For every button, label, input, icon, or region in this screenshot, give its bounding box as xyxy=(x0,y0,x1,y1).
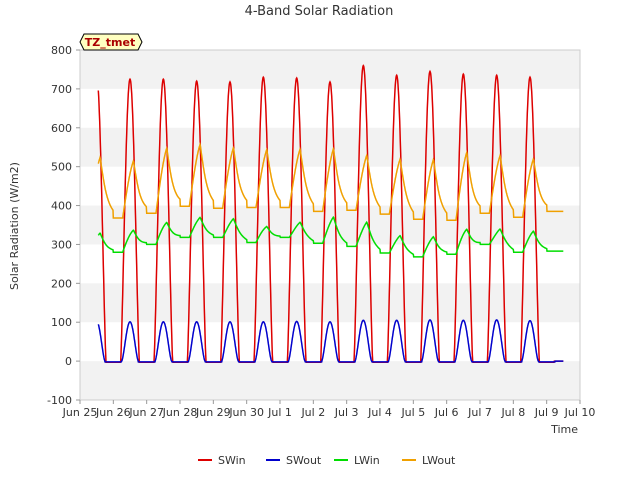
y-tick-label: 400 xyxy=(51,200,72,213)
x-tick-label: Jul 8 xyxy=(500,406,525,419)
x-tick-label: Jun 26 xyxy=(95,406,131,419)
x-tick-label: Jun 30 xyxy=(228,406,264,419)
y-tick-label: -100 xyxy=(47,394,72,407)
x-tick-label: Jun 28 xyxy=(162,406,198,419)
legend-label-lwout: LWout xyxy=(422,454,456,467)
x-tick-label: Jul 1 xyxy=(267,406,292,419)
legend: SWin SWout LWin LWout xyxy=(198,454,456,467)
x-tick-label: Jul 5 xyxy=(400,406,425,419)
series-line-lwin xyxy=(97,215,564,258)
y-tick-label: 100 xyxy=(51,316,72,329)
x-tick-label: Jul 4 xyxy=(367,406,392,419)
x-tick-label: Jul 6 xyxy=(434,406,459,419)
x-tick-label: Jul 2 xyxy=(300,406,325,419)
x-tick-label: Jun 25 xyxy=(62,406,98,419)
y-tick-label: 700 xyxy=(51,83,72,96)
legend-label-swout: SWout xyxy=(286,454,322,467)
x-tick-label: Jun 29 xyxy=(195,406,231,419)
y-tick-label: 800 xyxy=(51,44,72,57)
legend-label-lwin: LWin xyxy=(354,454,380,467)
series-line-lwout xyxy=(97,141,564,222)
legend-label-swin: SWin xyxy=(218,454,246,467)
x-tick-label: Jul 10 xyxy=(564,406,596,419)
grid-band xyxy=(80,283,580,323)
y-axis: -100 0 100 200 300 400 500 600 700 800 xyxy=(47,44,80,407)
y-tick-label: 200 xyxy=(51,277,72,290)
x-axis-label: Time xyxy=(550,423,578,436)
y-tick-label: 300 xyxy=(51,238,72,251)
x-tick-label: Jul 3 xyxy=(334,406,359,419)
annotation-shape xyxy=(79,33,143,51)
x-tick-label: Jul 7 xyxy=(467,406,492,419)
annotation-label: TZ_tmet xyxy=(85,36,135,49)
x-tick-label: Jun 27 xyxy=(128,406,164,419)
chart-title: 4-Band Solar Radiation xyxy=(245,4,394,19)
y-axis-label: Solar Radiation (W/m2) xyxy=(8,162,21,290)
series-line-swout xyxy=(97,319,564,363)
series-lines xyxy=(97,64,564,364)
grid-band xyxy=(80,361,580,400)
y-tick-label: 600 xyxy=(51,122,72,135)
x-tick-label: Jul 9 xyxy=(534,406,559,419)
plot-frame xyxy=(79,49,581,401)
y-tick-label: 0 xyxy=(65,355,72,368)
annotation-box: TZ_tmet xyxy=(79,33,143,51)
y-tick-label: 500 xyxy=(51,161,72,174)
